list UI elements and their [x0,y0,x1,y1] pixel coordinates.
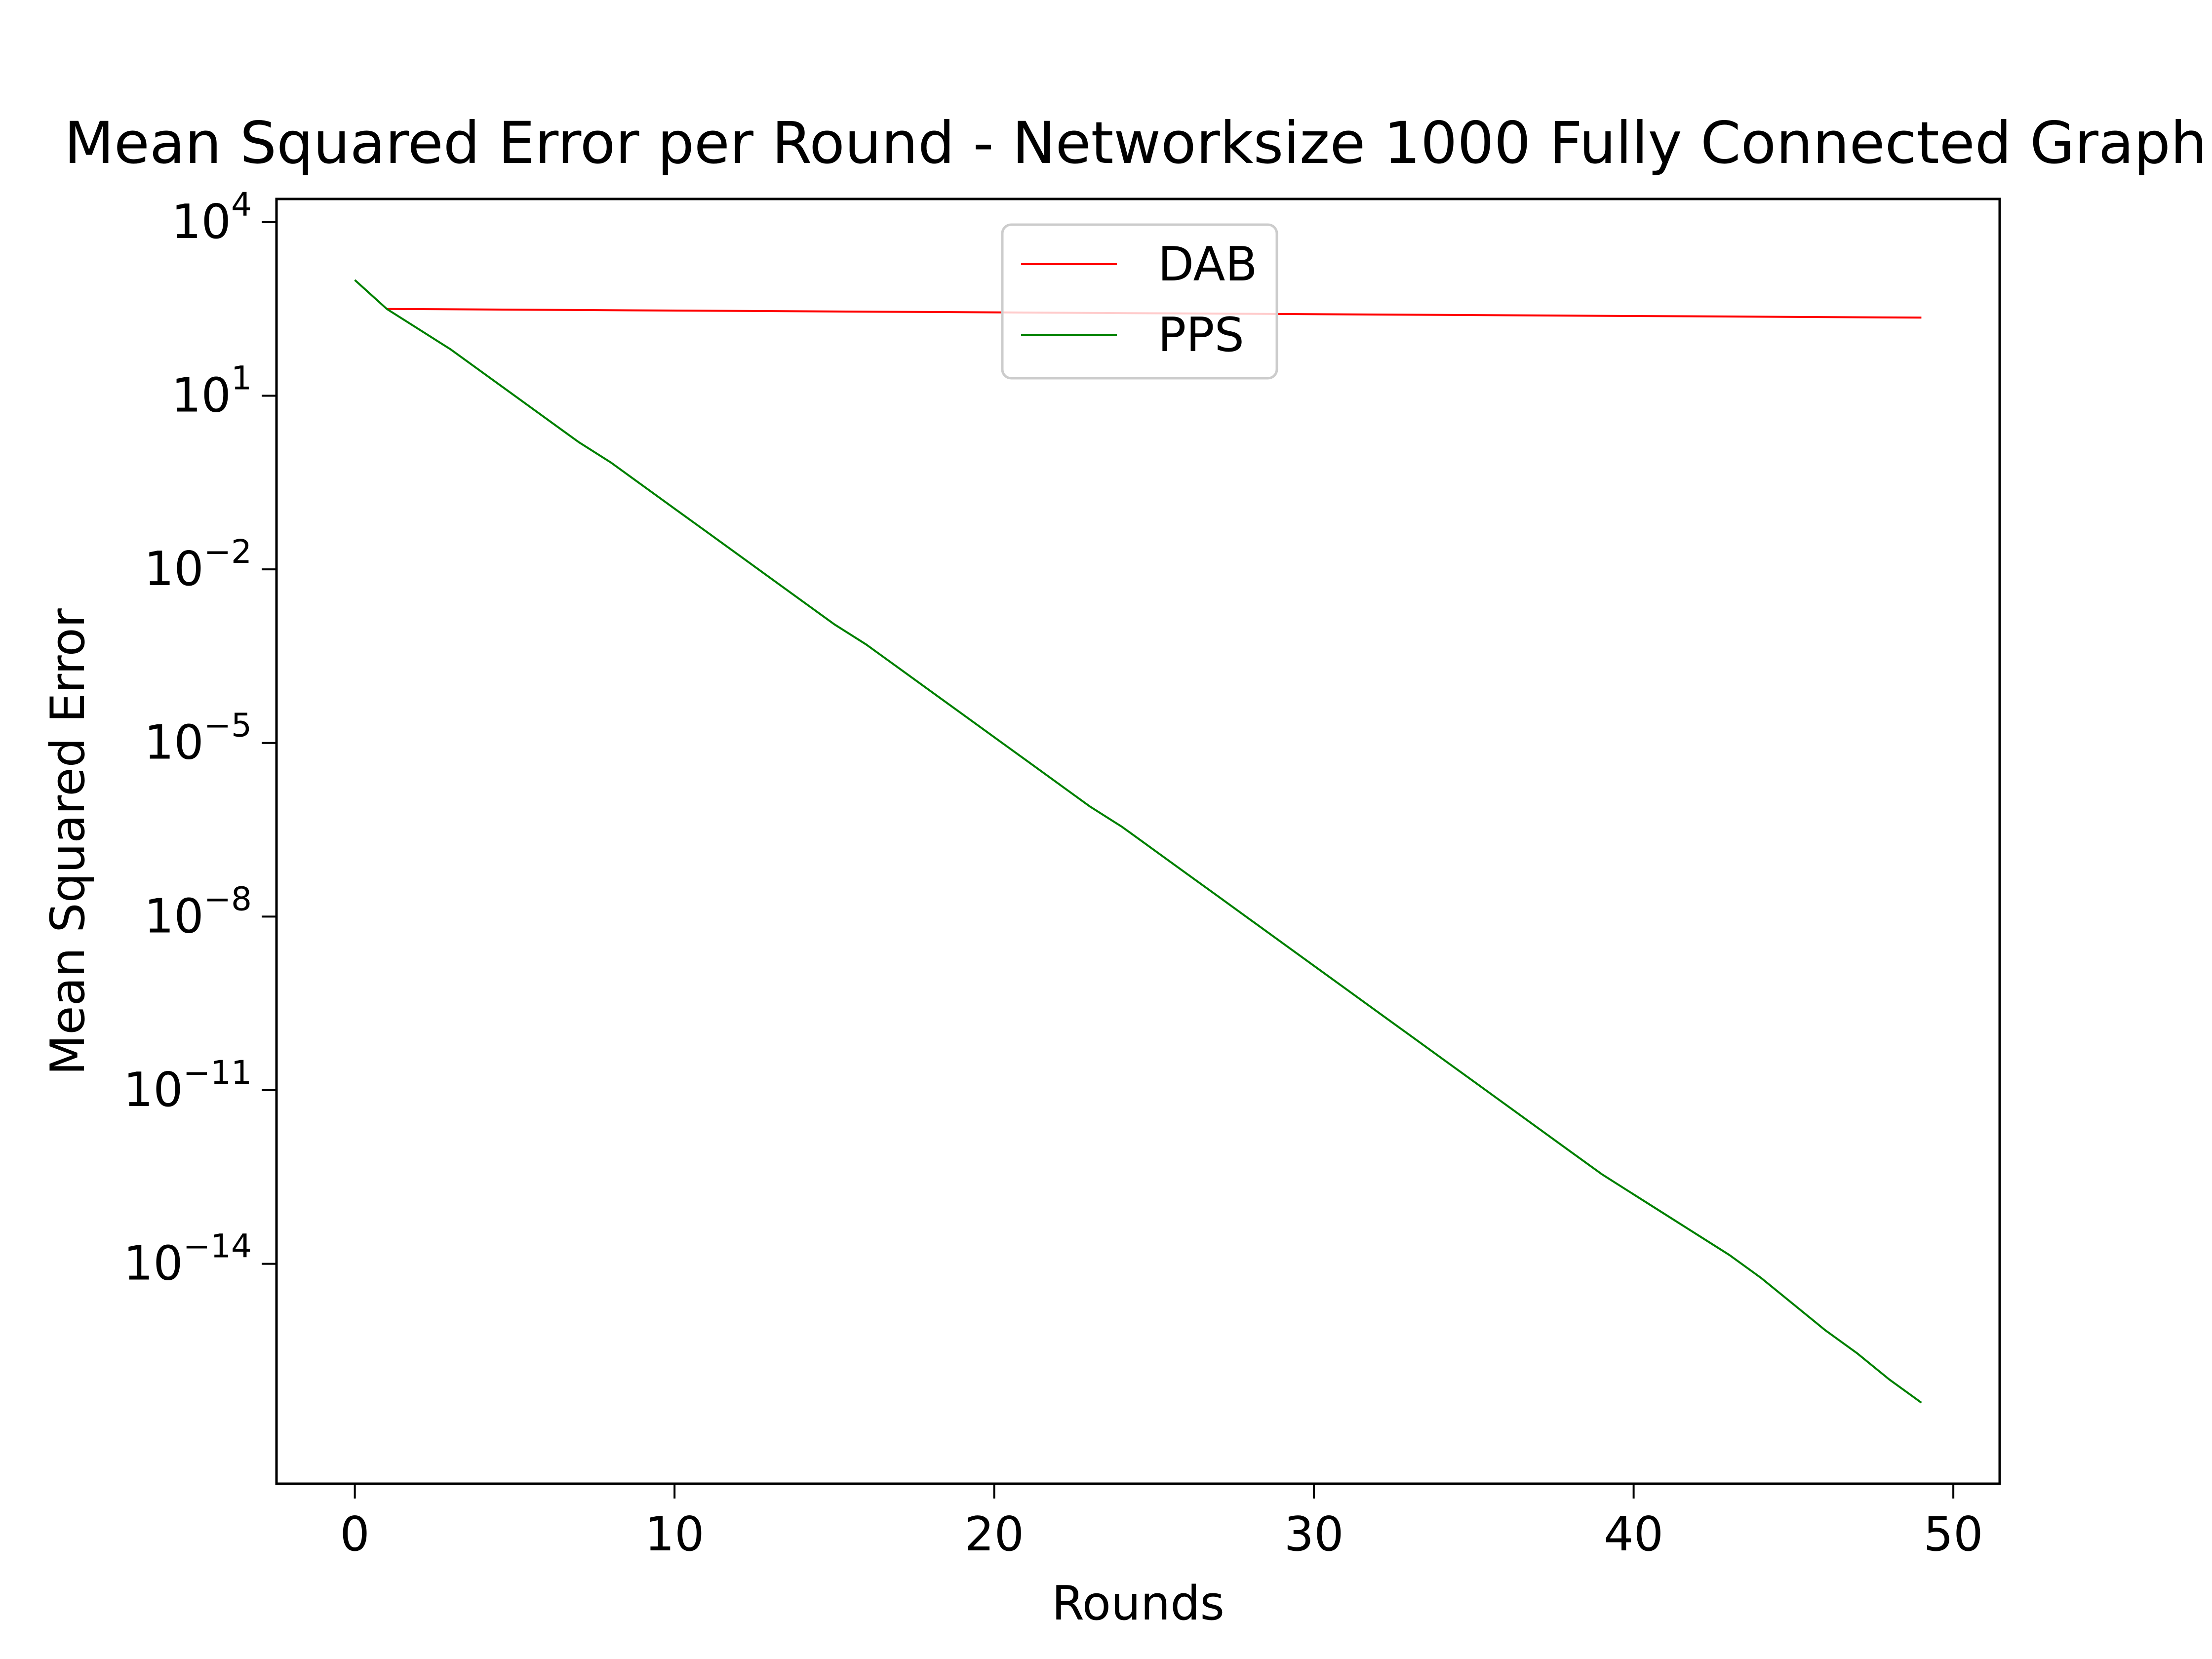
legend-label-dab: DAB [1158,237,1258,292]
x-tick-label: 10 [645,1507,705,1562]
legend: DAB PPS [1002,225,1277,378]
x-tick-label: 50 [1924,1507,1983,1562]
x-tick-label: 40 [1604,1507,1663,1562]
x-axis-label: Rounds [1052,1577,1224,1631]
y-axis-label: Mean Squared Error [41,608,95,1075]
x-tick-label: 20 [964,1507,1024,1562]
legend-label-pps: PPS [1158,308,1244,362]
x-tick-label: 0 [340,1507,369,1562]
x-tick-label: 30 [1284,1507,1344,1562]
chart-title: Mean Squared Error per Round - Networksi… [64,109,2207,177]
